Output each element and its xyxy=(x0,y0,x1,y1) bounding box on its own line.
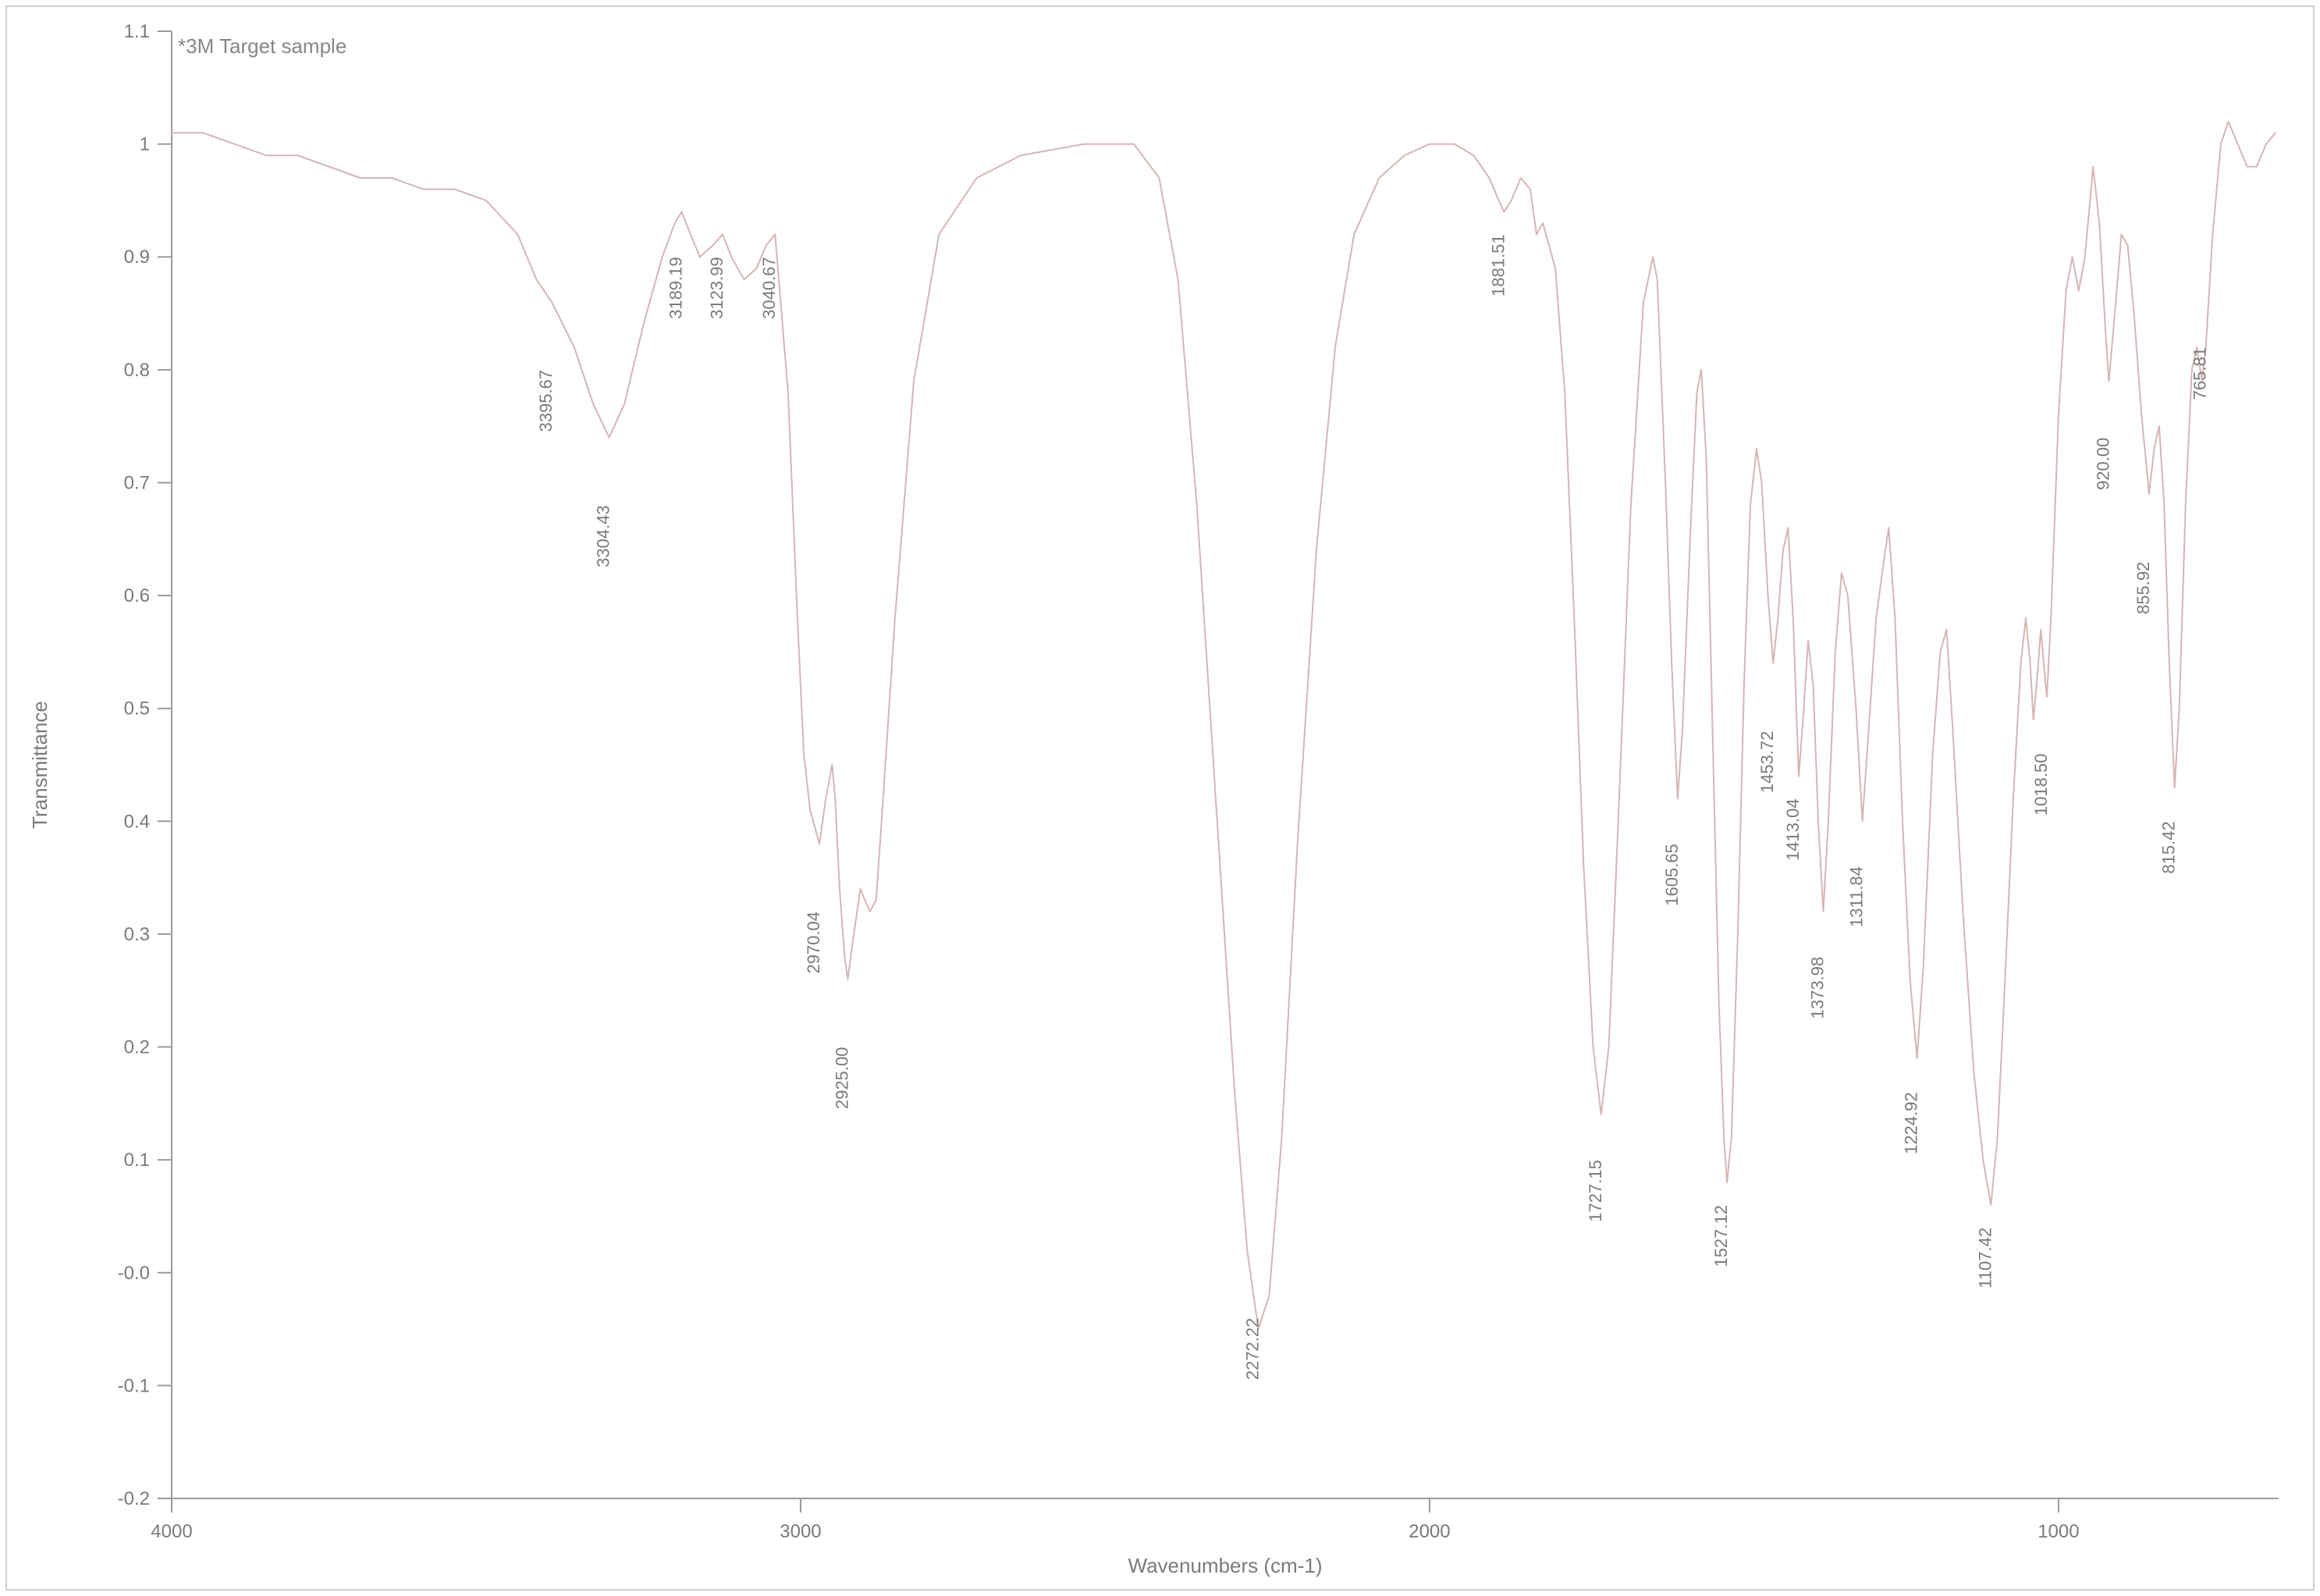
ir-spectrum-chart: -0.2 -0.1 -0.0 0.1 0.2 0.3 0.4 0.5 0.6 0.7 0.8 0.9 1… xyxy=(0,0,2320,1596)
peak-label: 2272.22 xyxy=(1243,1318,1263,1381)
peak-label: 765.81 xyxy=(2190,347,2210,400)
y-tick-label: -0.1 xyxy=(118,1375,150,1396)
peak-label: 855.92 xyxy=(2133,562,2153,614)
x-tick-label: 1000 xyxy=(2038,1521,2079,1542)
peak-label: 1605.65 xyxy=(1662,844,1682,906)
sample-label: *3M Target sample xyxy=(178,34,346,58)
peak-label: 1224.92 xyxy=(1902,1092,1921,1154)
peak-label: 2925.00 xyxy=(832,1047,851,1110)
peak-label: 3123.99 xyxy=(707,257,727,319)
y-tick-label: 1.1 xyxy=(124,21,150,42)
peak-label: 1018.50 xyxy=(2031,754,2051,816)
y-tick-label: 1 xyxy=(140,134,150,155)
y-tick-label: 0.1 xyxy=(124,1150,150,1171)
y-tick-label: 0.6 xyxy=(124,585,150,606)
y-tick-label: 0.8 xyxy=(124,360,150,381)
y-tick-label: 0.3 xyxy=(124,924,150,945)
y-axis-title: Transmittance xyxy=(28,701,52,829)
x-axis-title: Wavenumbers (cm-1) xyxy=(1128,1554,1323,1577)
peak-label: 1527.12 xyxy=(1711,1205,1731,1267)
y-tick-label: -0.0 xyxy=(118,1263,150,1284)
peak-label: 3189.19 xyxy=(666,257,685,319)
spectrum-trace xyxy=(172,122,2276,1329)
y-tick-label: -0.2 xyxy=(118,1488,150,1509)
peak-label: 3040.67 xyxy=(759,257,779,319)
outer-border xyxy=(6,6,2314,1590)
y-tick-label: 0.4 xyxy=(124,811,150,832)
peak-label: 1373.98 xyxy=(1807,957,1827,1019)
peak-label: 815.42 xyxy=(2159,821,2179,873)
peak-label: 1727.15 xyxy=(1586,1160,1605,1222)
chart-svg: -0.2 -0.1 -0.0 0.1 0.2 0.3 0.4 0.5 0.6 0.7 0.8 0.9 1… xyxy=(0,0,2320,1596)
peak-label: 2970.04 xyxy=(804,912,823,974)
peak-label: 3304.43 xyxy=(594,505,613,567)
peak-label: 3395.67 xyxy=(536,370,556,432)
x-tick-label: 4000 xyxy=(151,1521,192,1542)
peak-label: 1453.72 xyxy=(1757,731,1777,794)
y-tick-label: 0.9 xyxy=(124,247,150,268)
y-tick-label: 0.5 xyxy=(124,698,150,720)
peak-label: 1413.04 xyxy=(1783,798,1803,861)
y-tick-label: 0.2 xyxy=(124,1037,150,1058)
x-tick-label: 2000 xyxy=(1409,1521,1450,1542)
peak-label: 1881.51 xyxy=(1488,234,1508,297)
y-tick-label: 0.7 xyxy=(124,472,150,493)
peak-label: 1107.42 xyxy=(1975,1228,1995,1289)
x-tick-label: 3000 xyxy=(780,1521,821,1542)
peak-label: 1311.84 xyxy=(1847,866,1867,927)
peak-label: 920.00 xyxy=(2093,438,2112,490)
